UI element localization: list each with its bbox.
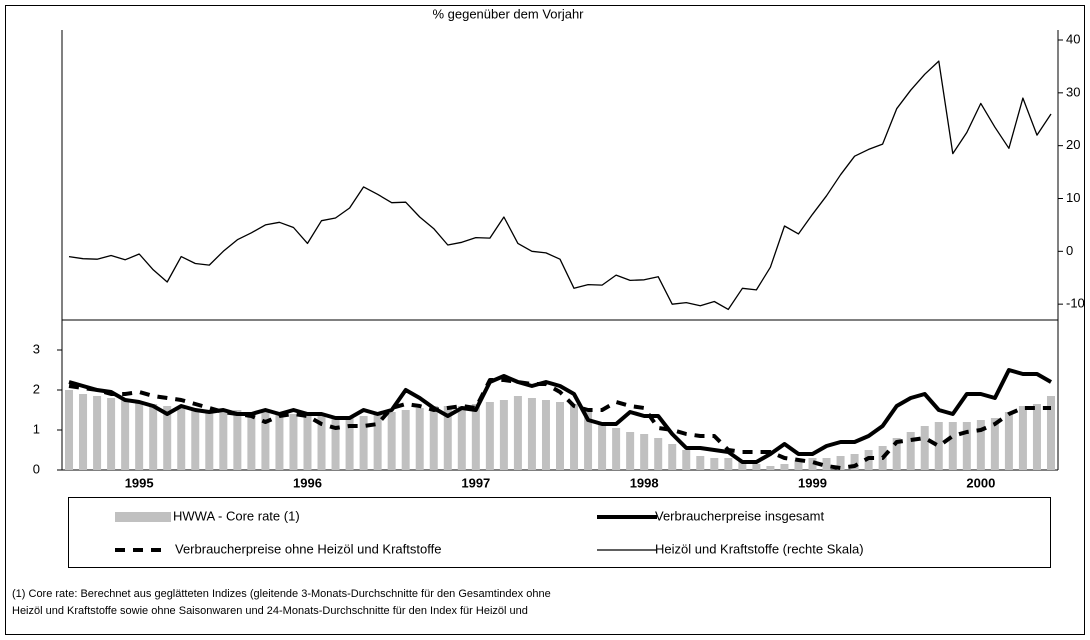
y2-tick-label: 40: [1066, 31, 1080, 46]
bar: [415, 408, 424, 470]
bar: [724, 458, 733, 470]
bar: [149, 404, 158, 470]
bar: [317, 416, 326, 470]
y2-tick-label: 10: [1066, 190, 1080, 205]
bar: [79, 394, 88, 470]
bar: [471, 404, 480, 470]
bar: [219, 410, 228, 470]
bar: [1032, 404, 1041, 470]
bar: [457, 406, 466, 470]
legend-label: Heizöl und Kraftstoffe (rechte Skala): [655, 541, 864, 556]
bar: [556, 402, 564, 470]
bar: [345, 416, 354, 470]
y2-tick-label: 0: [1066, 243, 1073, 258]
bar: [626, 432, 635, 470]
bar: [612, 428, 621, 470]
chart-title: % gegenüber dem Vorjahr: [432, 6, 584, 21]
series-line: [68, 60, 1052, 311]
bar: [303, 414, 312, 470]
bar: [1004, 412, 1013, 470]
x-tick-label: 1998: [630, 475, 659, 490]
footnote: (1) Core rate: Berechnet aus geglätteten…: [12, 588, 551, 600]
y2-tick-label: 30: [1066, 84, 1080, 99]
y2-tick-label: -10: [1066, 296, 1085, 311]
bar: [541, 400, 550, 470]
bar: [387, 412, 396, 470]
bar: [135, 402, 144, 470]
bar: [822, 458, 831, 470]
bar: [976, 420, 985, 470]
bar: [934, 422, 943, 470]
bar: [275, 414, 284, 470]
bar: [499, 400, 508, 470]
bar: [65, 390, 74, 470]
y-tick-label: 2: [33, 381, 40, 396]
bar: [373, 414, 382, 470]
bar: [401, 410, 410, 470]
bar: [289, 414, 298, 470]
bar: [261, 412, 270, 470]
bar: [794, 460, 803, 470]
bar: [598, 422, 607, 470]
x-tick-label: 2000: [966, 475, 995, 490]
bar: [485, 402, 494, 470]
legend-label: HWWA - Core rate (1): [173, 508, 300, 523]
bar: [766, 466, 775, 470]
x-tick-label: 1999: [798, 475, 827, 490]
y-tick-label: 3: [33, 341, 40, 356]
bar: [359, 416, 368, 470]
bar: [443, 406, 452, 470]
bar: [121, 400, 130, 470]
bar: [682, 450, 691, 470]
bar: [850, 454, 859, 470]
bar: [710, 458, 719, 470]
bar: [1046, 396, 1055, 470]
bar: [331, 416, 340, 470]
bar: [513, 396, 522, 470]
legend-label: Verbraucherpreise ohne Heizöl und Krafts…: [175, 541, 441, 556]
bar: [990, 418, 999, 470]
bar: [948, 422, 957, 470]
bar: [584, 410, 593, 470]
x-tick-label: 1996: [293, 475, 322, 490]
bar: [892, 438, 901, 470]
y2-tick-label: 20: [1066, 137, 1080, 152]
bar: [920, 426, 929, 470]
bar: [247, 412, 256, 470]
bar: [640, 434, 649, 470]
bar: [177, 408, 186, 470]
bar: [668, 444, 677, 470]
bar: [1018, 406, 1027, 470]
bar: [191, 410, 200, 470]
legend-label: Verbraucherpreise insgesamt: [655, 508, 824, 523]
bar: [738, 460, 747, 470]
bar: [570, 404, 579, 470]
y-tick-label: 1: [33, 421, 40, 436]
bar: [93, 396, 102, 470]
legend-box: [68, 497, 1051, 568]
bar: [906, 432, 915, 470]
bar: [527, 398, 536, 470]
bar: [163, 406, 172, 470]
x-tick-label: 1997: [461, 475, 490, 490]
y-tick-label: 0: [33, 461, 40, 476]
x-tick-label: 1995: [125, 475, 154, 490]
series-line: [68, 378, 1051, 470]
bar: [962, 422, 971, 470]
bar: [205, 410, 214, 470]
bar: [654, 438, 663, 470]
bar: [780, 464, 789, 470]
bar: [696, 456, 705, 470]
bar: [233, 410, 242, 470]
legend-swatch: [115, 512, 171, 522]
footnote: Heizöl und Kraftstoffe sowie ohne Saison…: [12, 605, 528, 617]
bar: [429, 406, 438, 470]
bar: [752, 464, 761, 470]
bar: [836, 456, 845, 470]
bar: [107, 398, 116, 470]
